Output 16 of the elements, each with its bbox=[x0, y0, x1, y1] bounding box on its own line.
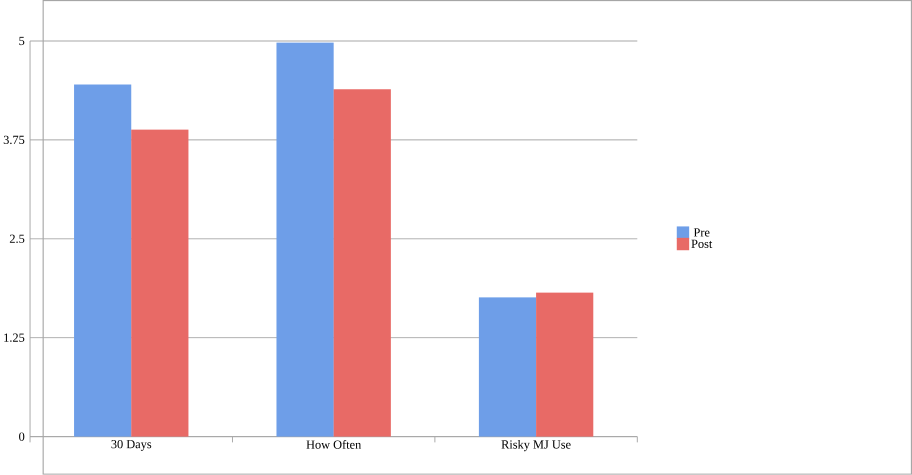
y-tick-label: 2.5 bbox=[10, 234, 24, 244]
bar bbox=[131, 130, 188, 437]
y-tick-label: 3.75 bbox=[4, 136, 24, 144]
bar bbox=[536, 292, 594, 437]
bar bbox=[478, 297, 536, 437]
y-tick-label: 0 bbox=[19, 432, 24, 441]
bar bbox=[74, 84, 132, 437]
y-tick-label: 5 bbox=[19, 37, 24, 46]
bar bbox=[276, 42, 334, 437]
x-tick-label: How Often bbox=[306, 440, 362, 449]
bar bbox=[334, 89, 391, 437]
legend-label: Post bbox=[691, 240, 712, 248]
x-tick-label: Risky MJ Use bbox=[501, 440, 571, 452]
y-tick-label: 1.25 bbox=[4, 334, 24, 342]
x-tick-label: 30 Days bbox=[111, 440, 152, 451]
legend-label: Pre bbox=[694, 228, 710, 237]
